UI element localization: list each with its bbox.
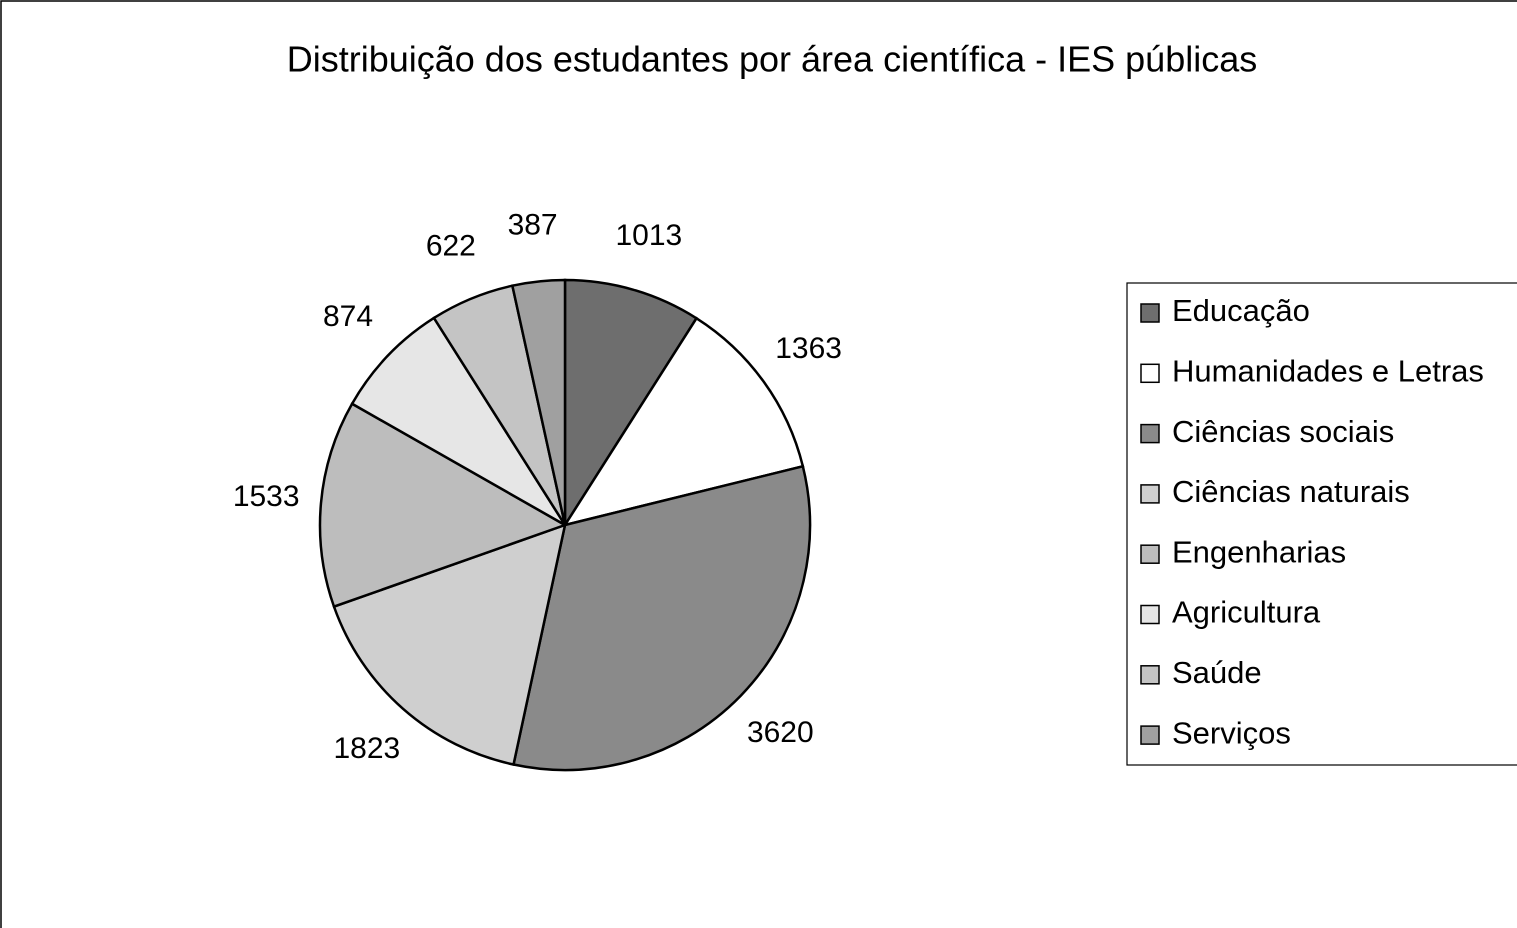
chart-title: Distribuição dos estudantes por área cie… [287,39,1258,80]
data-label: 1823 [333,732,400,765]
legend-box [1126,282,1517,766]
legend-swatch [1140,303,1160,323]
legend-label: Engenharias [1172,534,1346,569]
pie-slice [510,278,567,526]
legend-swatch [1140,363,1160,384]
data-label: 387 [508,209,558,242]
legend-swatch [1140,484,1160,504]
data-label: 874 [323,300,373,333]
data-label: 1013 [615,219,682,252]
legend-swatch [1140,725,1160,745]
legend-label: Educação [1172,293,1310,328]
pie-slice [332,523,567,767]
data-label: 1533 [233,480,300,513]
legend-swatch [1140,665,1160,685]
data-label: 1363 [775,332,842,365]
legend-label: Humanidades e Letras [1172,353,1484,388]
legend-swatch [1140,423,1160,444]
pie-slice [350,316,567,527]
pie-slice [562,316,805,527]
pie-slice [563,278,699,530]
legend-label: Saúde [1172,655,1262,690]
pie-slice [318,402,568,609]
legend-label: Agricultura [1172,595,1321,630]
legend-label: Ciências naturais [1172,474,1410,509]
legend-swatch [1140,604,1160,625]
legend-label: Serviços [1172,715,1291,750]
data-label: 622 [426,229,476,262]
data-label: 3620 [747,716,814,749]
legend-label: Ciências sociais [1172,414,1394,449]
legend-swatch [1140,544,1160,564]
pie-slice [512,464,812,772]
